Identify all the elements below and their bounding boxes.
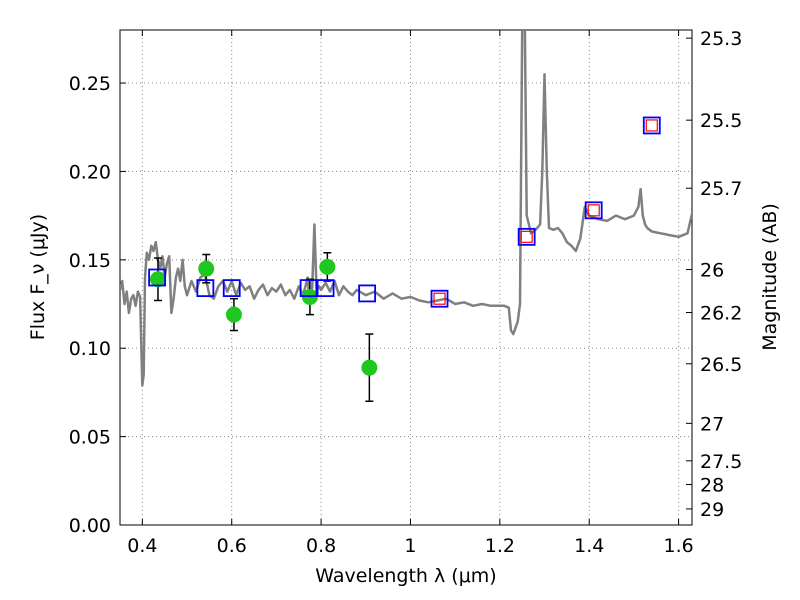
right-tick-label: 29	[700, 499, 724, 521]
y-tick-label: 0.05	[69, 427, 111, 449]
right-tick-label: 26	[700, 260, 724, 282]
y-axis: 0.00 0.05 0.10 0.15 0.20 0.25	[69, 73, 126, 537]
x-tick-label: 1.4	[574, 535, 604, 557]
x-tick-label: 1	[404, 535, 416, 557]
x-tick-label: 1.2	[485, 535, 515, 557]
right-tick-label: 25.7	[700, 178, 742, 200]
model-point	[148, 268, 166, 287]
model-point	[358, 284, 377, 303]
x-tick-label: 0.4	[127, 535, 157, 557]
right-tick-label: 26.5	[700, 354, 742, 376]
model-point-inner	[587, 204, 600, 217]
right-axis-label: Magnitude (AB)	[759, 203, 781, 351]
model-point	[430, 289, 449, 308]
y-tick-label: 0.10	[69, 338, 111, 360]
model-point	[299, 279, 318, 298]
model-point-inner	[433, 292, 446, 305]
data-point	[319, 258, 336, 275]
grid-lines	[120, 30, 692, 525]
data-point	[149, 271, 166, 288]
x-tick-label: 1.6	[663, 535, 693, 557]
right-tick-label: 27	[700, 413, 724, 435]
plot-area	[120, 30, 692, 402]
right-tick-label: 25.5	[700, 110, 742, 132]
right-tick-label: 25.3	[700, 28, 742, 50]
right-tick-label: 28	[700, 475, 724, 497]
x-axis-label: Wavelength λ (μm)	[315, 565, 496, 587]
plot-frame	[119, 29, 693, 526]
spectrum-line	[120, 30, 692, 387]
y-axis-label: Flux F_ν (μJy)	[27, 214, 49, 340]
model-point	[196, 279, 215, 298]
model-point	[584, 201, 603, 220]
data-point	[361, 359, 378, 376]
y-tick-label: 0.00	[69, 515, 111, 537]
right-tick-label: 27.5	[700, 451, 742, 473]
model-point-inner	[520, 230, 533, 243]
model-point	[517, 227, 536, 246]
x-tick-label: 0.8	[306, 535, 336, 557]
y-tick-label: 0.25	[69, 73, 111, 95]
data-point	[225, 306, 242, 323]
model-point	[316, 279, 335, 298]
x-tick-label: 0.6	[217, 535, 247, 557]
right-tick-label: 26.2	[700, 303, 742, 325]
model-point	[642, 116, 661, 135]
data-point	[198, 260, 215, 277]
x-axis: 0.4 0.6 0.8 1 1.2 1.4 1.6	[127, 30, 694, 557]
y-tick-label: 0.20	[69, 161, 111, 183]
model-point-inner	[645, 119, 658, 132]
y-tick-label: 0.15	[69, 250, 111, 272]
model-point	[222, 279, 241, 298]
